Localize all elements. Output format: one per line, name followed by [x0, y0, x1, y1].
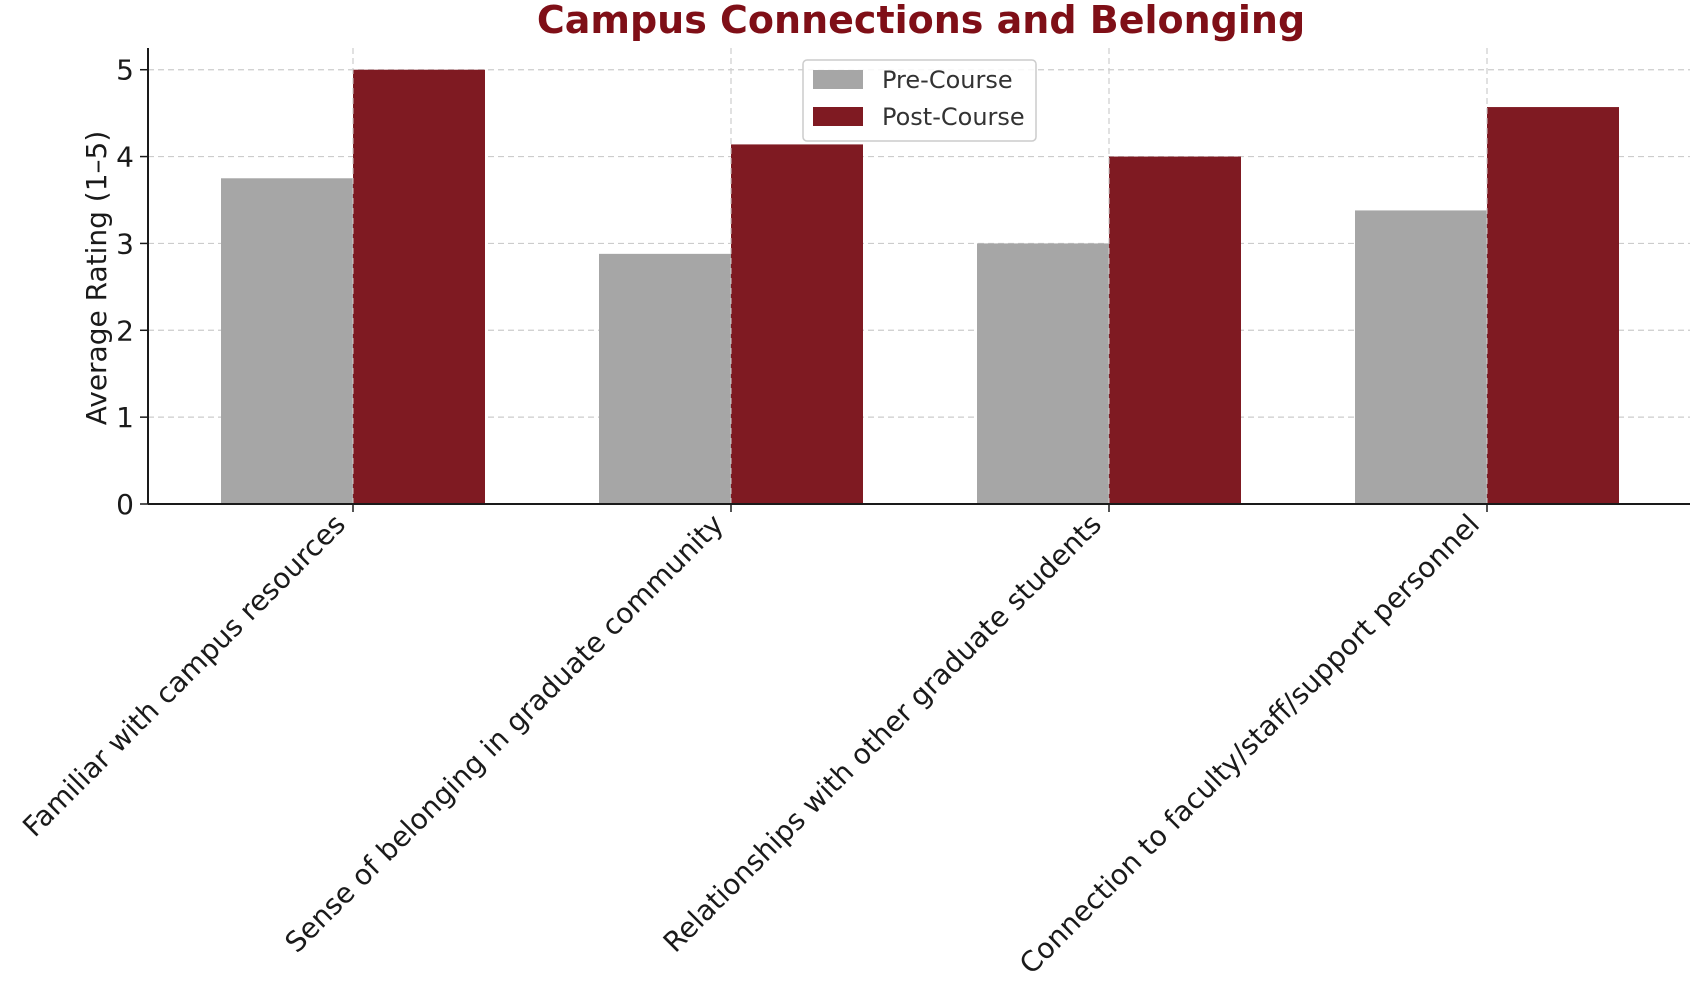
bar-pre-course-3 [977, 243, 1109, 504]
bar-post-course-1 [353, 69, 485, 504]
bars [221, 48, 1619, 505]
y-tick-labels: 0 1 2 3 4 5 [116, 54, 148, 521]
y-tick-label: 1 [116, 401, 134, 434]
bar-post-course-3 [1109, 156, 1241, 505]
y-tick-label: 0 [116, 488, 134, 521]
bar-pre-course-1 [221, 178, 353, 505]
x-tick-label: Sense of belonging in graduate community [278, 508, 730, 960]
y-tick-label: 3 [116, 227, 134, 260]
legend-label-post-course: Post-Course [882, 103, 1025, 131]
y-tick-label: 4 [116, 141, 134, 174]
bar-pre-course-2 [599, 253, 731, 504]
legend: Pre-Course Post-Course [802, 59, 1037, 142]
x-tick-label: Familiar with campus resources [16, 508, 352, 844]
legend-swatch-pre-course [813, 70, 863, 89]
legend-label-pre-course: Pre-Course [882, 66, 1013, 94]
axes [147, 48, 1690, 505]
y-tick-label: 2 [116, 314, 134, 347]
bar-post-course-2 [731, 144, 863, 504]
legend-swatch-post-course [813, 107, 863, 126]
chart-title: Campus Connections and Belonging [537, 0, 1305, 42]
y-tick-label: 5 [116, 54, 134, 87]
x-tick-label: Connection to faculty/staff/support pers… [1013, 508, 1486, 981]
x-tick-label: Relationships with other graduate studen… [657, 508, 1108, 959]
y-axis-label: Average Rating (1–5) [80, 131, 113, 426]
bar-post-course-4 [1487, 107, 1619, 504]
bar-pre-course-4 [1355, 210, 1487, 504]
